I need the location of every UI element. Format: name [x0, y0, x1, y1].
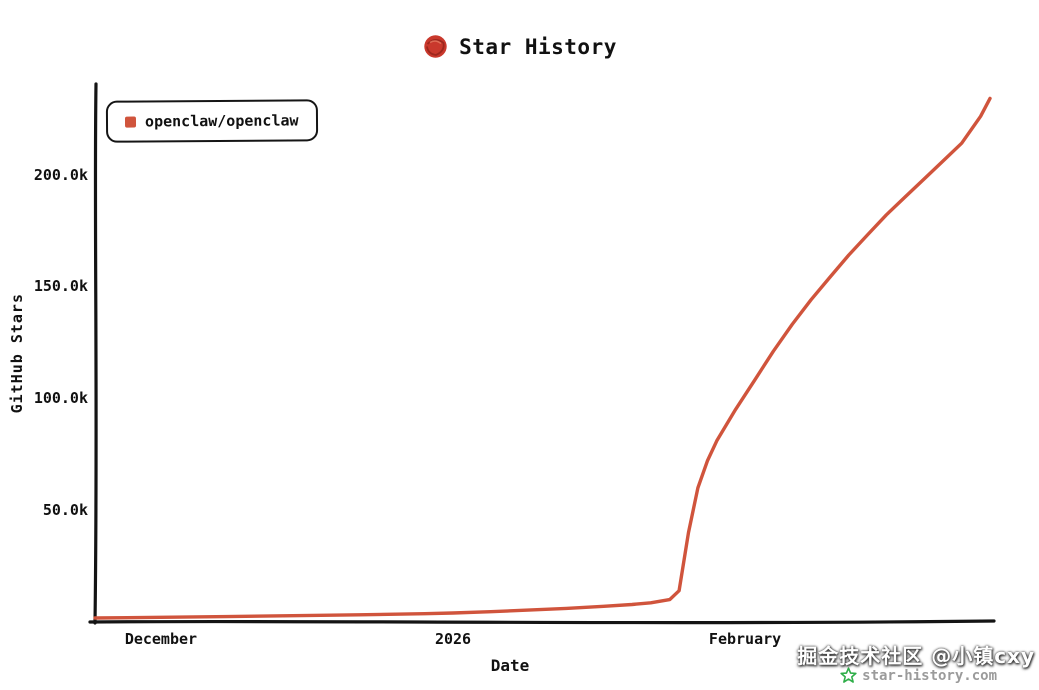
chart-title: Star History [0, 33, 1039, 60]
x-axis-title: Date [490, 656, 530, 675]
star-icon [840, 667, 857, 683]
watermark-brand-text: star-history.com [862, 667, 997, 684]
legend[interactable]: openclaw/openclaw [105, 99, 318, 143]
watermark-overlay: 掘金技术社区 @小镇cxy [797, 644, 1035, 668]
x-axis-line [88, 619, 996, 625]
legend-label: openclaw/openclaw [144, 111, 299, 131]
legend-marker [124, 116, 137, 128]
y-tick-label: 50.0k [42, 501, 88, 520]
chart-title-text: Star History [459, 34, 617, 59]
y-tick-label: 150.0k [33, 277, 88, 296]
x-tick-label: December [124, 630, 198, 648]
star-history-logo-icon [424, 35, 447, 58]
series-line[interactable] [93, 96, 992, 620]
y-axis-title: GitHub Stars [8, 85, 26, 622]
x-tick-label: February [708, 630, 782, 648]
y-tick-label: 200.0k [33, 165, 88, 184]
y-axis-line [93, 82, 98, 625]
y-axis-title-text: GitHub Stars [8, 293, 26, 414]
watermark-brand[interactable]: star-history.com [840, 667, 997, 684]
x-tick-label: 2026 [434, 630, 472, 648]
y-tick-label: 100.0k [33, 389, 88, 408]
star-icon-path [840, 667, 857, 683]
